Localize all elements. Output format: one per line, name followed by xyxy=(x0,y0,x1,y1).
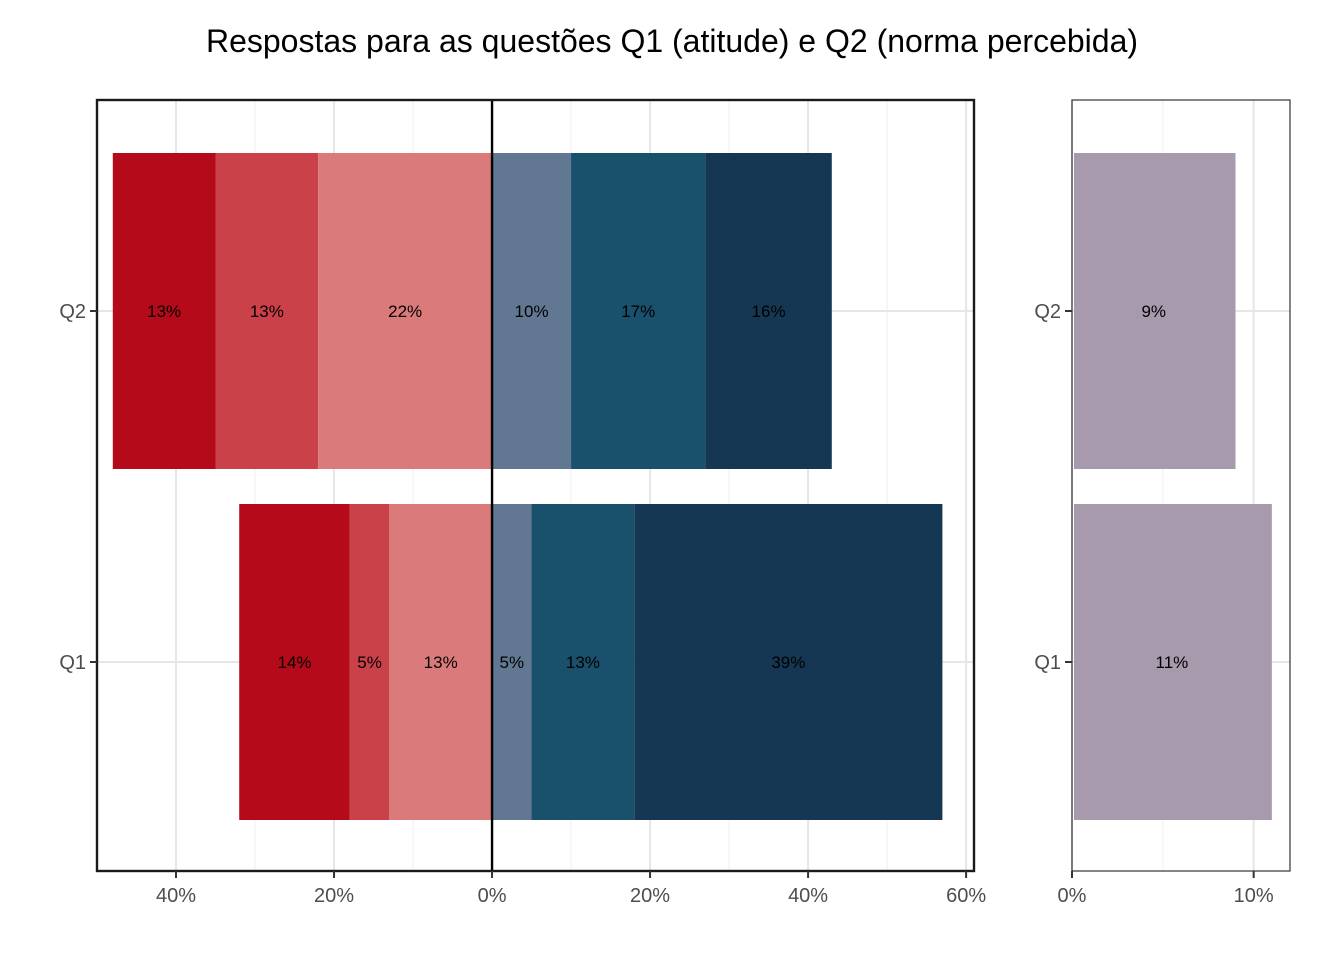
bar-segment xyxy=(571,153,706,469)
bar-segment xyxy=(389,504,493,820)
chart-title: Respostas para as questões Q1 (atitude) … xyxy=(206,23,1138,59)
bar-value-label: 14% xyxy=(278,653,312,672)
bar-value-label: 10% xyxy=(515,302,549,321)
panel-neutral: 9% 11% 0% 10% Q2 Q1 xyxy=(1034,99,1291,907)
y-tick-label: Q1 xyxy=(1034,652,1061,674)
x-tick-label: 60% xyxy=(946,885,986,907)
y-tick-label: Q2 xyxy=(1034,301,1061,323)
panel-main: 13% 13% 22% 10% 17% 16% 14% 5% 13% 5% 13% 39% 40% 20%… xyxy=(59,98,986,907)
x-tick-label: 40% xyxy=(156,885,196,907)
bar-segment xyxy=(215,153,319,469)
bar-value-label: 9% xyxy=(1141,302,1166,321)
bar-value-label: 13% xyxy=(424,653,458,672)
bar-segment xyxy=(318,153,493,469)
bar-value-label: 16% xyxy=(752,302,786,321)
y-tick-label: Q2 xyxy=(59,301,86,323)
bar-value-label: 11% xyxy=(1156,653,1189,672)
bar-segment xyxy=(705,153,832,469)
bar-segment xyxy=(1074,153,1236,469)
bar-value-label: 13% xyxy=(566,653,600,672)
x-tick-label: 0% xyxy=(1058,885,1087,907)
bar-value-label: 13% xyxy=(147,302,181,321)
panel-border xyxy=(1071,99,1291,872)
bar-segment xyxy=(239,504,350,820)
y-tick-label: Q1 xyxy=(59,652,86,674)
bar-segment xyxy=(531,504,635,820)
bar-segment xyxy=(112,153,216,469)
bar-segment xyxy=(492,504,532,820)
x-tick-label: 10% xyxy=(1234,885,1274,907)
bar-value-label: 13% xyxy=(250,302,284,321)
bar-segment xyxy=(1074,504,1272,820)
bar-value-label: 5% xyxy=(500,653,525,672)
bar-segment xyxy=(349,504,390,820)
bar-value-label: 39% xyxy=(771,653,805,672)
bar-segment xyxy=(634,504,943,820)
x-tick-label: 0% xyxy=(478,885,507,907)
bar-value-label: 22% xyxy=(388,302,422,321)
x-tick-label: 40% xyxy=(788,885,828,907)
x-tick-label: 20% xyxy=(630,885,670,907)
x-tick-label: 20% xyxy=(314,885,354,907)
panel-border xyxy=(95,98,976,873)
bar-value-label: 17% xyxy=(621,302,655,321)
bar-segment xyxy=(492,153,572,469)
bar-value-label: 5% xyxy=(357,653,382,672)
